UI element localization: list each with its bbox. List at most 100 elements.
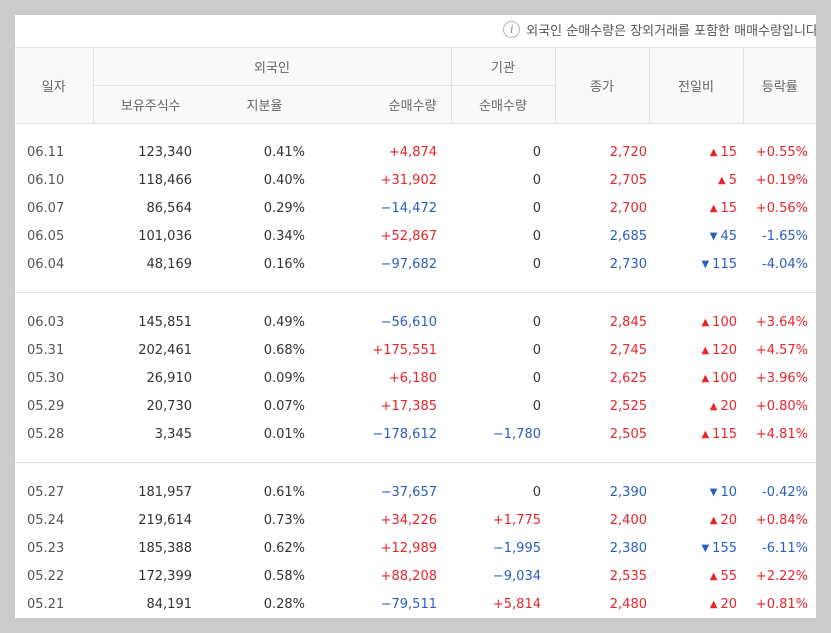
cell-change-value: 5 <box>728 172 737 188</box>
table-row: 05.30 26,910 0.09% +6,180 0 2,625 ▲ 100 +3.96% <box>15 364 816 392</box>
cell-rate: +4.57% <box>755 342 808 358</box>
cell-change-value: 10 <box>720 484 737 500</box>
cell-ratio: 0.07% <box>263 398 305 414</box>
cell-close: 2,400 <box>609 512 647 528</box>
cell-change-value: 115 <box>712 426 737 442</box>
table-row: 05.27 181,957 0.61% −37,657 0 2,390 ▼ 10 -0.42% <box>15 478 816 506</box>
cell-date: 05.23 <box>27 540 65 556</box>
header-net-buy: 순매수량 <box>321 85 451 124</box>
cell-ratio: 0.34% <box>263 228 305 244</box>
cell-close: 2,480 <box>609 596 647 612</box>
cell-ratio: 0.68% <box>263 342 305 358</box>
header-inst-net-buy: 순매수량 <box>450 85 555 124</box>
info-icon[interactable]: i <box>503 20 521 38</box>
cell-rate: +0.81% <box>755 596 808 612</box>
cell-inst-net-buy: 0 <box>532 314 541 330</box>
cell-inst-net-buy: 0 <box>532 342 541 358</box>
cell-rate: +0.84% <box>755 512 808 528</box>
triangle-down-icon: ▼ <box>709 486 718 498</box>
table-body: 06.11 123,340 0.41% +4,874 0 2,720 ▲ 15 +0.55% 06… <box>15 124 816 619</box>
table-row: 06.11 123,340 0.41% +4,874 0 2,720 ▲ 15 +0.55% <box>15 138 816 166</box>
cell-net-buy: +88,208 <box>380 568 437 584</box>
cell-change-value: 20 <box>720 512 737 528</box>
cell-holdings: 86,564 <box>146 200 193 216</box>
cell-inst-net-buy: 0 <box>532 228 541 244</box>
header-close: 종가 <box>554 47 649 124</box>
cell-change: ▲ 55 <box>649 562 743 590</box>
cell-holdings: 118,466 <box>138 172 192 188</box>
cell-date: 06.04 <box>27 256 65 272</box>
cell-inst-net-buy: 0 <box>532 398 541 414</box>
cell-change: ▲ 15 <box>649 138 743 166</box>
header-foreign: 외국인 <box>92 47 451 86</box>
cell-net-buy: +175,551 <box>372 342 437 358</box>
cell-change-value: 100 <box>712 370 737 386</box>
cell-inst-net-buy: 0 <box>532 200 541 216</box>
cell-rate: -0.42% <box>762 484 808 500</box>
cell-holdings: 145,851 <box>138 314 192 330</box>
table-row: 05.21 84,191 0.28% −79,511 +5,814 2,480 ▲ 20 +0.… <box>15 590 816 618</box>
cell-date: 05.24 <box>27 512 65 528</box>
triangle-up-icon: ▲ <box>701 344 710 356</box>
cell-ratio: 0.73% <box>263 512 305 528</box>
cell-change-value: 115 <box>712 256 737 272</box>
triangle-down-icon: ▼ <box>709 230 718 242</box>
table-row: 06.03 145,851 0.49% −56,610 0 2,845 ▲ 100 +3.64% <box>15 308 816 336</box>
header-date: 일자 <box>15 47 93 124</box>
cell-date: 05.31 <box>27 342 65 358</box>
triangle-up-icon: ▲ <box>709 146 718 158</box>
cell-inst-net-buy: −9,034 <box>492 568 541 584</box>
cell-net-buy: +12,989 <box>380 540 437 556</box>
table-row: 05.22 172,399 0.58% +88,208 −9,034 2,535 ▲ 55 +2… <box>15 562 816 590</box>
cell-change: ▲ 20 <box>649 392 743 420</box>
cell-inst-net-buy: 0 <box>532 144 541 160</box>
cell-net-buy: +4,874 <box>388 144 437 160</box>
header-ratio: 지분율 <box>208 85 321 124</box>
cell-date: 05.28 <box>27 426 65 442</box>
cell-close: 2,745 <box>609 342 647 358</box>
cell-net-buy: +6,180 <box>388 370 437 386</box>
cell-holdings: 181,957 <box>138 484 192 500</box>
cell-close: 2,505 <box>609 426 647 442</box>
cell-close: 2,380 <box>609 540 647 556</box>
cell-net-buy: −79,511 <box>380 596 437 612</box>
triangle-up-icon: ▲ <box>709 400 718 412</box>
cell-close: 2,720 <box>609 144 647 160</box>
cell-net-buy: −37,657 <box>380 484 437 500</box>
notice-text: 외국인 순매수량은 장외거래를 포함한 매매수량입니다. <box>526 23 816 39</box>
cell-change-value: 20 <box>720 596 737 612</box>
cell-net-buy: +34,226 <box>380 512 437 528</box>
cell-close: 2,525 <box>609 398 647 414</box>
table-row: 06.05 101,036 0.34% +52,867 0 2,685 ▼ 45 -1.65% <box>15 222 816 250</box>
cell-date: 06.11 <box>27 144 65 160</box>
cell-change: ▼ 45 <box>649 222 743 250</box>
cell-close: 2,730 <box>609 256 647 272</box>
cell-holdings: 20,730 <box>146 398 193 414</box>
cell-inst-net-buy: −1,780 <box>492 426 541 442</box>
cell-net-buy: −97,682 <box>380 256 437 272</box>
cell-holdings: 26,910 <box>146 370 193 386</box>
cell-close: 2,685 <box>609 228 647 244</box>
cell-inst-net-buy: +1,775 <box>492 512 541 528</box>
cell-net-buy: −14,472 <box>380 200 437 216</box>
cell-ratio: 0.01% <box>263 426 305 442</box>
cell-holdings: 185,388 <box>138 540 192 556</box>
triangle-up-icon: ▲ <box>701 372 710 384</box>
cell-ratio: 0.61% <box>263 484 305 500</box>
cell-date: 05.22 <box>27 568 65 584</box>
cell-date: 05.27 <box>27 484 65 500</box>
cell-close: 2,845 <box>609 314 647 330</box>
triangle-up-icon: ▲ <box>701 316 710 328</box>
cell-inst-net-buy: 0 <box>532 370 541 386</box>
cell-ratio: 0.40% <box>263 172 305 188</box>
cell-ratio: 0.29% <box>263 200 305 216</box>
cell-change: ▲ 20 <box>649 590 743 618</box>
header-change: 전일비 <box>648 47 743 124</box>
cell-date: 05.30 <box>27 370 65 386</box>
cell-change-value: 20 <box>720 398 737 414</box>
notice: i 외국인 순매수량은 장외거래를 포함한 매매수량입니다. <box>503 19 816 39</box>
cell-close: 2,625 <box>609 370 647 386</box>
group-divider <box>15 462 816 464</box>
triangle-down-icon: ▼ <box>701 258 710 270</box>
table-row: 05.23 185,388 0.62% +12,989 −1,995 2,380 ▼ 155-… <box>15 534 816 562</box>
